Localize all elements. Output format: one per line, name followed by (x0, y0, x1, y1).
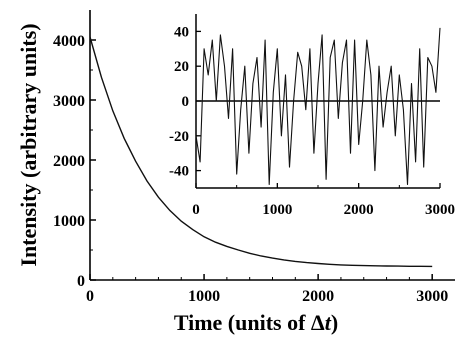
inset-x-tick-label: 0 (192, 202, 200, 218)
inset-y-tick-label: 20 (174, 59, 189, 75)
main-y-tick-label: 0 (77, 273, 85, 290)
inset-y-tick-label: 40 (174, 24, 189, 40)
inset-x-tick-label: 1000 (262, 202, 292, 218)
main-x-axis-title: Time (units of Δt) (174, 310, 338, 335)
inset-chart: 0 1000 2000 3000 -40 -20 0 20 40 (169, 14, 455, 218)
inset-x-tick-label: 2000 (344, 202, 374, 218)
main-chart-series (89, 36, 433, 268)
main-x-tick-label: 3000 (416, 288, 448, 305)
main-series-line-0 (89, 36, 433, 268)
main-x-tick-label: 1000 (188, 288, 220, 305)
main-x-axis-title-t: t (325, 310, 332, 335)
main-y-tick-label: 1000 (53, 213, 85, 230)
inset-y-tick-label: -20 (169, 129, 189, 145)
main-x-tick-label: 2000 (302, 288, 334, 305)
inset-series-line-0 (195, 27, 441, 186)
main-x-axis-title-delta: Δ (311, 310, 325, 335)
inset-y-tick-label: 0 (182, 94, 190, 110)
main-y-tick-label: 2000 (53, 153, 85, 170)
main-x-axis-title-part-1: Time (units of (174, 310, 311, 335)
inset-chart-ticks: 0 1000 2000 3000 -40 -20 0 20 40 (169, 24, 455, 218)
inset-chart-series (195, 27, 441, 186)
inset-x-tick-label: 3000 (425, 202, 455, 218)
main-x-tick-label: 0 (86, 288, 94, 305)
main-y-axis-title: Intensity (arbitrary units) (16, 23, 41, 266)
inset-y-tick-label: -40 (169, 164, 189, 180)
main-x-axis-title-part-4: ) (331, 310, 338, 335)
main-y-tick-label: 3000 (53, 93, 85, 110)
main-y-tick-label: 4000 (53, 33, 85, 50)
